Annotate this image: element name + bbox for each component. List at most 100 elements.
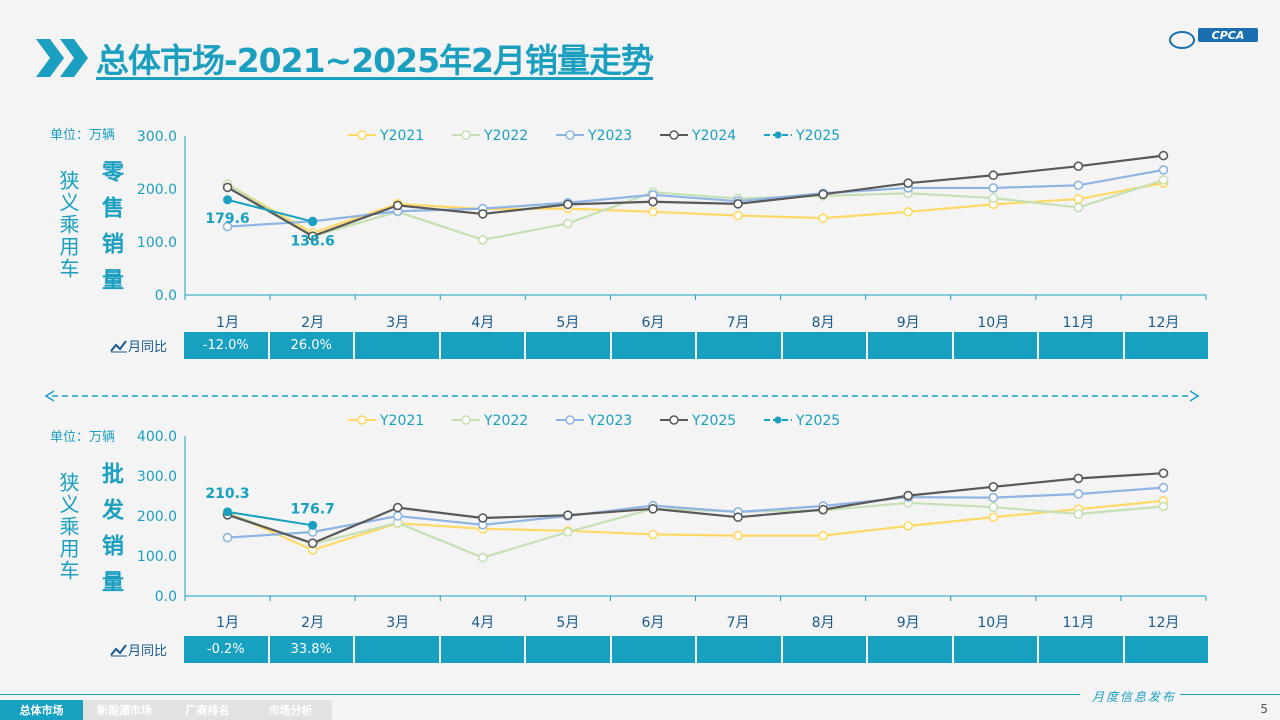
x-tick-label: 3月 bbox=[386, 315, 409, 331]
data-point bbox=[903, 178, 914, 188]
metric-label: 批发销量 bbox=[98, 462, 123, 606]
legend-label: Y2025 bbox=[795, 128, 840, 144]
data-point bbox=[818, 189, 828, 200]
data-point bbox=[477, 552, 488, 563]
yoy-cell: -12.0% bbox=[184, 332, 268, 359]
data-point bbox=[308, 520, 318, 530]
yoy-row: 月同比 -12.0% 26.0% bbox=[110, 332, 1208, 359]
data-point bbox=[988, 193, 999, 203]
yoy-cell bbox=[1124, 332, 1208, 359]
series-line-y2022 bbox=[227, 501, 1164, 559]
metric-label: 零售销量 bbox=[98, 160, 123, 304]
legend-label: Y2021 bbox=[379, 413, 424, 429]
data-point bbox=[733, 199, 743, 209]
legend-label: Y2022 bbox=[483, 128, 528, 144]
retail-chart: 0.0 100.0 200.0 300.0 1月 2月 3月 4月 5月 6月 7月 8月 9月 10月 1… bbox=[137, 128, 1207, 331]
data-label: 210.3 bbox=[205, 486, 249, 502]
data-point bbox=[307, 538, 318, 549]
data-point bbox=[308, 217, 318, 227]
yoy-label: 月同比 bbox=[110, 336, 184, 355]
footer-tagline: 月度信息发布 bbox=[1091, 690, 1176, 704]
data-point bbox=[222, 182, 233, 193]
yoy-cell bbox=[1039, 636, 1123, 663]
data-point bbox=[988, 512, 999, 523]
x-tick-label: 11月 bbox=[1062, 315, 1094, 331]
data-point bbox=[1158, 150, 1169, 161]
yoy-cell: 26.0% bbox=[269, 332, 353, 359]
data-point bbox=[563, 218, 573, 229]
data-point bbox=[1073, 489, 1084, 499]
page-title: 总体市场-2021~2025年2月销量走势 bbox=[96, 41, 654, 80]
data-point bbox=[1158, 501, 1169, 512]
y-tick-label: 300.0 bbox=[137, 469, 177, 485]
series-line-y2023 bbox=[227, 486, 1164, 539]
data-point bbox=[648, 529, 658, 540]
side-label: 狭义乘用车 bbox=[56, 472, 80, 582]
legend-label: Y2021 bbox=[379, 128, 424, 144]
page-number: 5 bbox=[1260, 702, 1268, 716]
x-tick-label: 12月 bbox=[1148, 615, 1180, 631]
x-tick-label: 3月 bbox=[386, 615, 409, 631]
yoy-cell bbox=[697, 636, 781, 663]
data-point bbox=[307, 231, 318, 241]
yoy-cell bbox=[782, 332, 866, 359]
y-tick-label: 200.0 bbox=[137, 182, 177, 198]
tab-maker-ranking[interactable]: 厂商排名 bbox=[166, 700, 249, 720]
trend-icon bbox=[110, 339, 127, 352]
data-point bbox=[1158, 482, 1169, 493]
yoy-cell: -0.2% bbox=[184, 636, 268, 663]
x-tick-label: 8月 bbox=[812, 315, 835, 331]
yoy-cell bbox=[355, 332, 439, 359]
chevron-icon bbox=[36, 39, 88, 77]
tab-market-analysis[interactable]: 市场分析 bbox=[249, 700, 332, 720]
yoy-cell bbox=[868, 636, 952, 663]
y-tick-label: 100.0 bbox=[137, 235, 177, 251]
series-line-y2023 bbox=[227, 168, 1164, 228]
data-point bbox=[648, 206, 658, 217]
data-point bbox=[1158, 165, 1169, 175]
x-tick-label: 2月 bbox=[301, 615, 324, 631]
series-line-y2021 bbox=[226, 182, 1164, 235]
x-tick-label: 10月 bbox=[977, 315, 1009, 331]
legend-label: Y2023 bbox=[587, 413, 632, 429]
tab-nev-market[interactable]: 新能源市场 bbox=[83, 700, 166, 720]
x-tick-label: 9月 bbox=[897, 615, 920, 631]
data-point bbox=[1073, 509, 1084, 519]
data-label: 176.7 bbox=[290, 501, 334, 517]
y-tick-label: 300.0 bbox=[137, 129, 177, 145]
data-point bbox=[1158, 175, 1169, 185]
yoy-cell bbox=[526, 636, 610, 663]
cpca-logo: CPCA bbox=[1168, 26, 1260, 62]
tab-overall-market[interactable]: 总体市场 bbox=[0, 700, 83, 720]
yoy-cell bbox=[611, 636, 695, 663]
x-tick-label: 7月 bbox=[727, 315, 750, 331]
data-label: 138.6 bbox=[290, 234, 334, 250]
divider-arrow bbox=[44, 390, 1200, 402]
data-point bbox=[223, 195, 233, 205]
y-tick-label: 200.0 bbox=[137, 509, 177, 525]
x-tick-label: 12月 bbox=[1148, 315, 1180, 331]
wholesale-chart: 0.0 100.0 200.0 300.0 400.0 1月 2月 3月 4月 5月 6月 7月 8月 9… bbox=[137, 413, 1207, 631]
yoy-cell bbox=[1039, 332, 1123, 359]
yoy-cell bbox=[782, 636, 866, 663]
yoy-cell bbox=[611, 332, 695, 359]
y-tick-label: 0.0 bbox=[155, 288, 177, 304]
data-point bbox=[988, 170, 999, 181]
data-point bbox=[818, 213, 828, 223]
data-point bbox=[477, 235, 488, 245]
unit-label: 单位：万辆 bbox=[50, 128, 116, 143]
yoy-row: 月同比 -0.2% 33.8% bbox=[110, 636, 1208, 663]
yoy-cell bbox=[355, 636, 439, 663]
data-point bbox=[733, 530, 743, 541]
data-point bbox=[988, 183, 999, 193]
data-point bbox=[903, 521, 914, 531]
data-point bbox=[988, 492, 999, 503]
data-point bbox=[818, 530, 828, 541]
x-tick-label: 9月 bbox=[897, 315, 920, 331]
yoy-label: 月同比 bbox=[110, 640, 184, 659]
yoy-cell bbox=[697, 332, 781, 359]
y-tick-label: 100.0 bbox=[137, 549, 177, 565]
unit-label: 单位：万辆 bbox=[50, 430, 116, 445]
legend-label: Y2025 bbox=[691, 413, 736, 429]
side-label: 狭义乘用车 bbox=[56, 170, 80, 280]
